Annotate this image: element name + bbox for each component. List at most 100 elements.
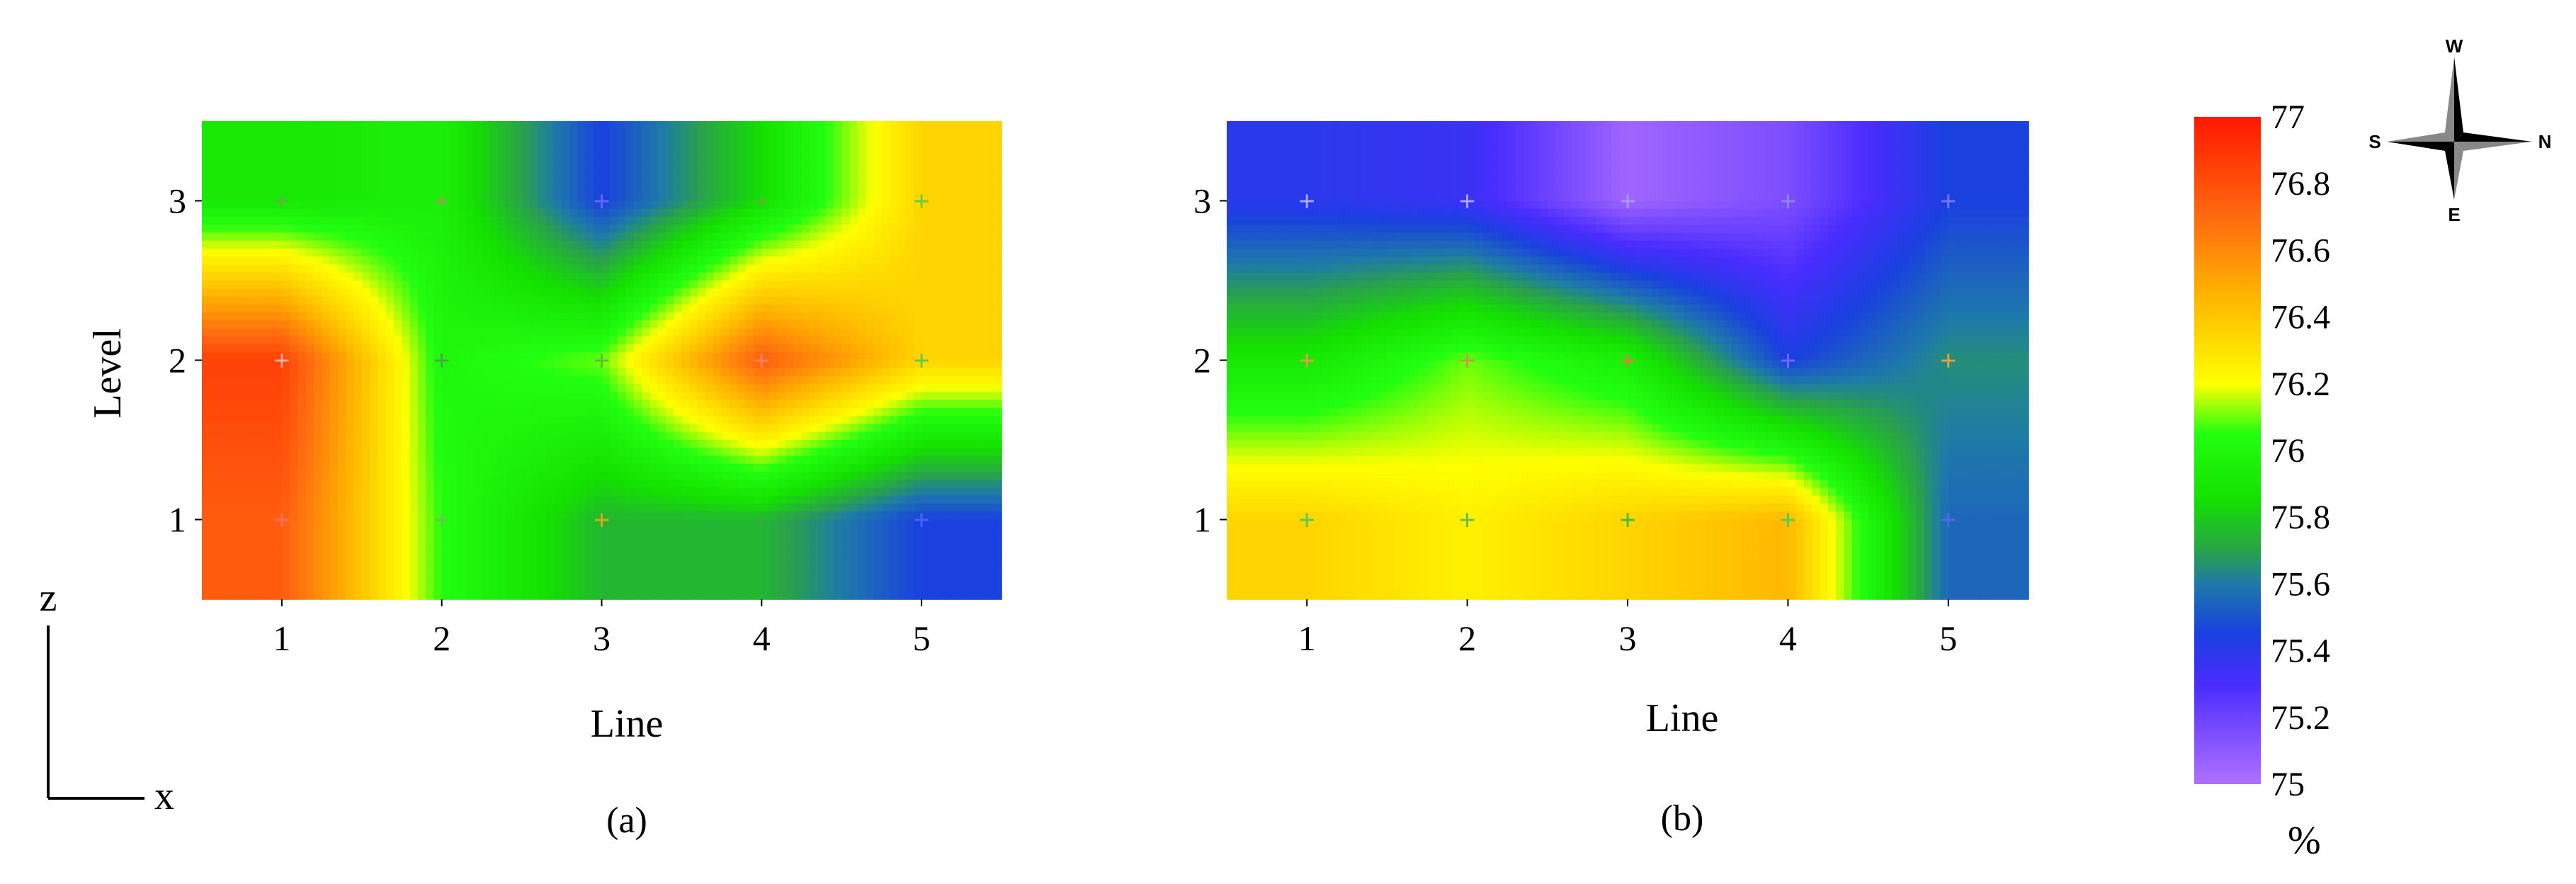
heatmap-cell [697, 368, 707, 377]
heatmap-cell [905, 280, 914, 290]
heatmap-cell [929, 392, 938, 401]
heatmap-cell [697, 185, 707, 194]
heatmap-cell [737, 217, 747, 226]
heatmap-cell [402, 448, 411, 457]
heatmap-cell [730, 240, 739, 249]
heatmap-cell [234, 288, 243, 298]
heatmap-cell [969, 200, 978, 210]
heatmap-cell [545, 495, 555, 504]
heatmap-cell [969, 264, 978, 273]
heatmap-cell [769, 249, 778, 258]
heatmap-cell [370, 384, 379, 393]
heatmap-cell [521, 368, 530, 377]
heatmap-cell [881, 264, 890, 273]
heatmap-cell [202, 217, 211, 226]
heatmap-cell [705, 256, 715, 266]
heatmap-cell [258, 448, 267, 457]
heatmap-cell [378, 240, 387, 249]
heatmap-cell [921, 431, 931, 441]
heatmap-cell [937, 416, 946, 425]
heatmap-cell [385, 455, 395, 465]
heatmap-cell [329, 440, 339, 449]
heatmap-cell [217, 384, 227, 393]
heatmap-cell [489, 176, 499, 186]
heatmap-cell [538, 455, 547, 465]
heatmap-cell [497, 280, 506, 290]
heatmap-cell [825, 495, 834, 504]
heatmap-cell [609, 408, 618, 417]
heatmap-cell [217, 225, 227, 234]
heatmap-cell [258, 208, 267, 217]
heatmap-cell [937, 137, 946, 146]
heatmap-cell [521, 296, 530, 305]
heatmap-cell [713, 487, 722, 497]
heatmap-cell [857, 176, 866, 186]
heatmap-cell [633, 208, 642, 217]
heatmap-cell [433, 176, 443, 186]
heatmap-cell [674, 144, 683, 154]
heatmap-cell [577, 296, 586, 305]
heatmap-cell [297, 320, 307, 329]
heatmap-cell [361, 280, 370, 290]
heatmap-cell [618, 344, 627, 353]
heatmap-cell [713, 495, 722, 504]
heatmap-cell [449, 144, 459, 154]
heatmap-cell [322, 511, 331, 521]
heatmap-cell [681, 440, 691, 449]
heatmap-cell [402, 480, 411, 489]
heatmap-cell [297, 200, 307, 210]
heatmap-cell [290, 463, 299, 472]
heatmap-cell [713, 344, 722, 353]
heatmap-cell [426, 272, 435, 281]
heatmap-cell [601, 440, 611, 449]
heatmap-cell [441, 296, 450, 305]
heatmap-cell [801, 352, 810, 361]
heatmap-cell [426, 193, 435, 202]
heatmap-cell [553, 416, 562, 425]
heatmap-cell [577, 161, 586, 170]
heatmap-cell [210, 495, 219, 504]
heatmap-cell [337, 416, 347, 425]
heatmap-cell [258, 225, 267, 234]
heatmap-cell [529, 176, 538, 186]
heatmap-cell [538, 408, 547, 417]
heatmap-cell [489, 448, 499, 457]
heatmap-cell [314, 424, 323, 433]
heatmap-cell [465, 504, 475, 513]
heatmap-cell [625, 495, 635, 504]
heatmap-cell [769, 328, 778, 337]
heatmap-cell [538, 440, 547, 449]
heatmap-cell [785, 225, 795, 234]
heatmap-cell [993, 249, 1002, 258]
heatmap-cell [322, 249, 331, 258]
heatmap-cell [482, 264, 491, 273]
heatmap-cell [833, 328, 842, 337]
heatmap-cell [577, 176, 586, 186]
heatmap-cell [433, 328, 443, 337]
heatmap-cell [449, 384, 459, 393]
heatmap-cell [441, 463, 450, 472]
heatmap-cell [761, 344, 771, 353]
heatmap-cell [402, 272, 411, 281]
heatmap-cell [689, 217, 698, 226]
heatmap-cell [857, 408, 866, 417]
heatmap-cell [353, 200, 363, 210]
heatmap-cell [210, 304, 219, 313]
heatmap-cell [202, 240, 211, 249]
heatmap-cell [489, 336, 499, 345]
heatmap-cell [458, 431, 467, 441]
heatmap-cell [929, 200, 938, 210]
heatmap-cell [409, 416, 419, 425]
heatmap-cell [482, 368, 491, 377]
heatmap-cell [393, 225, 403, 234]
heatmap-cell [745, 240, 754, 249]
heatmap-cell [737, 232, 747, 242]
heatmap-cell [281, 416, 290, 425]
heatmap-cell [625, 217, 635, 226]
heatmap-cell [242, 264, 251, 273]
heatmap-cell [458, 296, 467, 305]
heatmap-cell [553, 495, 562, 504]
heatmap-cell [777, 296, 786, 305]
heatmap-cell [337, 153, 347, 162]
heatmap-cell [730, 344, 739, 353]
